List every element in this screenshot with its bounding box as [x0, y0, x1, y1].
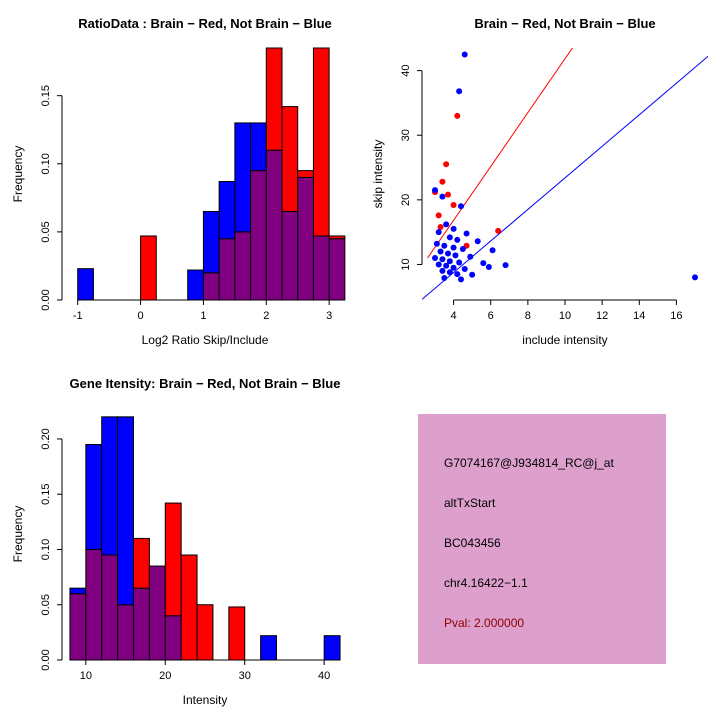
svg-text:-1: -1: [73, 310, 83, 322]
svg-text:RatioData : Brain − Red, Not B: RatioData : Brain − Red, Not Brain − Blu…: [78, 16, 332, 31]
svg-text:Intensity: Intensity: [183, 693, 228, 707]
svg-text:20: 20: [159, 670, 171, 682]
svg-text:8: 8: [525, 310, 531, 322]
svg-text:30: 30: [239, 670, 251, 682]
probe-id-text: G7074167@J934814_RC@j_at: [444, 456, 614, 470]
svg-text:Gene Itensity: Brain − Red, No: Gene Itensity: Brain − Red, Not Brain − …: [70, 376, 341, 391]
svg-text:0.05: 0.05: [40, 594, 52, 615]
svg-text:Brain − Red, Not Brain − Blue: Brain − Red, Not Brain − Blue: [474, 16, 655, 31]
svg-text:2: 2: [263, 310, 269, 322]
svg-text:include intensity: include intensity: [522, 333, 607, 347]
event-type-text: altTxStart: [444, 496, 496, 510]
svg-text:0.00: 0.00: [40, 649, 52, 670]
svg-text:0.05: 0.05: [40, 221, 52, 242]
svg-text:4: 4: [451, 310, 457, 322]
svg-text:10: 10: [559, 310, 571, 322]
gene-intensity-histogram-panel: Gene Itensity: Brain − Red, Not Brain − …: [11, 376, 341, 707]
svg-text:6: 6: [488, 310, 494, 322]
svg-text:10: 10: [80, 670, 92, 682]
info-panel: G7074167@J934814_RC@j_at altTxStart BC04…: [360, 360, 720, 720]
intensity-scatter-panel: Brain − Red, Not Brain − Blue 4 6 8 10 12 14 16…: [371, 16, 708, 347]
svg-text:0.10: 0.10: [40, 539, 52, 560]
svg-text:30: 30: [400, 129, 412, 141]
svg-text:3: 3: [326, 310, 332, 322]
svg-text:Frequency: Frequency: [11, 146, 25, 203]
svg-text:10: 10: [400, 258, 412, 270]
svg-text:0.15: 0.15: [40, 483, 52, 504]
svg-text:40: 40: [318, 670, 330, 682]
gene-info-box: G7074167@J934814_RC@j_at altTxStart BC04…: [418, 414, 666, 664]
locus-text: chr4.16422−1.1: [444, 576, 528, 590]
svg-text:0.15: 0.15: [40, 85, 52, 106]
svg-text:12: 12: [596, 310, 608, 322]
svg-text:Log2 Ratio Skip/Include: Log2 Ratio Skip/Include: [142, 333, 269, 347]
svg-text:1: 1: [200, 310, 206, 322]
svg-text:0: 0: [138, 310, 144, 322]
svg-text:14: 14: [633, 310, 645, 322]
svg-text:0.00: 0.00: [40, 289, 52, 310]
svg-text:0.10: 0.10: [40, 153, 52, 174]
svg-text:0.20: 0.20: [40, 428, 52, 449]
svg-text:skip intensity: skip intensity: [371, 140, 385, 209]
svg-text:40: 40: [400, 64, 412, 76]
svg-text:Frequency: Frequency: [11, 506, 25, 563]
accession-text: BC043456: [444, 536, 501, 550]
svg-text:20: 20: [400, 194, 412, 206]
svg-text:16: 16: [670, 310, 682, 322]
ratio-histogram-panel: RatioData : Brain − Red, Not Brain − Blu…: [11, 16, 346, 347]
pval-text: Pval: 2.000000: [444, 616, 525, 630]
